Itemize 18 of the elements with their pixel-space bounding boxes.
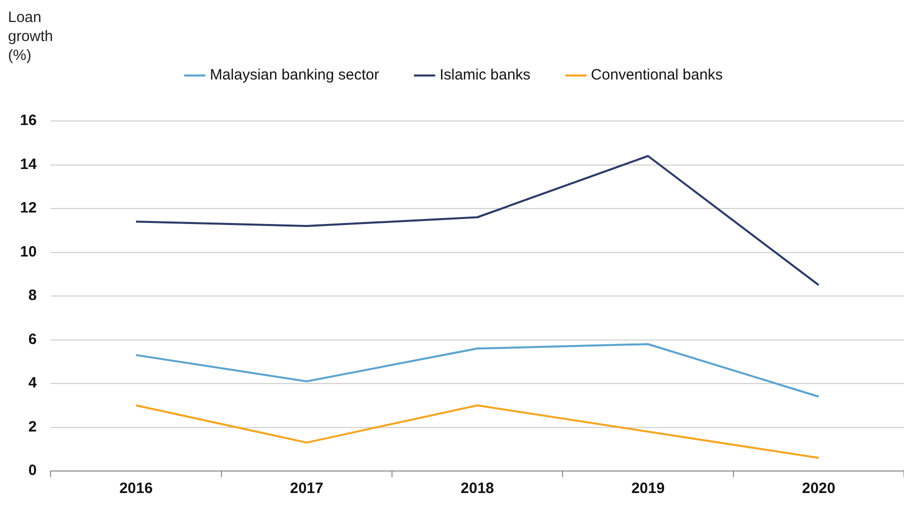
legend-label: Conventional banks <box>590 66 723 84</box>
x-tick-label: 2016 <box>119 480 153 498</box>
y-tick-label: 6 <box>28 330 37 348</box>
x-tick-label: 2019 <box>631 480 665 498</box>
x-tick-label: 2018 <box>460 480 494 498</box>
y-tick-label: 10 <box>20 243 37 260</box>
x-tick-label: 2020 <box>802 480 836 498</box>
y-axis-title: Loan growth (%) <box>8 8 54 65</box>
y-tick-label: 8 <box>28 287 37 304</box>
y-tick-label: 2 <box>28 418 37 436</box>
y-tick-label: 12 <box>20 200 37 217</box>
y-tick-label: 14 <box>20 156 38 173</box>
x-tick-label: 2017 <box>290 480 324 498</box>
legend-label: Islamic banks <box>440 66 530 84</box>
y-tick-label: 16 <box>20 112 37 130</box>
y-tick-label: 0 <box>28 462 37 480</box>
y-tick-label: 4 <box>28 374 38 392</box>
legend-label: Malaysian banking sector <box>210 66 380 84</box>
